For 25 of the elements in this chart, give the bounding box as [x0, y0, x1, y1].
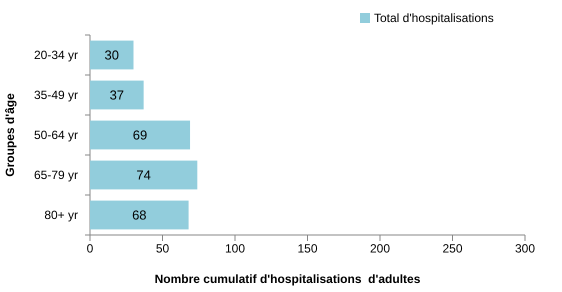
data-label: 30: [104, 48, 119, 63]
x-tick-label: 300: [514, 242, 536, 256]
x-tick-label: 50: [156, 242, 170, 256]
y-tick-label: 35-49 yr: [34, 88, 78, 102]
x-tick-label: 250: [442, 242, 463, 256]
x-tick-label: 0: [86, 242, 94, 256]
y-tick-label: 20-34 yr: [34, 48, 78, 62]
x-tick-label: 150: [297, 242, 318, 256]
x-tick-label: 100: [224, 242, 246, 256]
x-tick-label: 200: [370, 242, 390, 256]
data-label: 74: [136, 168, 151, 183]
y-tick-label: 50-64 yr: [34, 128, 78, 142]
bar: [90, 80, 144, 110]
data-label: 68: [132, 208, 147, 223]
bar: [90, 160, 198, 190]
y-tick-label: 80+ yr: [44, 208, 78, 222]
bar: [90, 40, 134, 70]
y-tick-label: 65-79 yr: [34, 168, 78, 182]
data-label: 37: [110, 88, 124, 103]
x-axis-title: Nombre cumulatif d'hospitalisations d'adultes: [154, 272, 421, 286]
data-label: 69: [132, 128, 148, 143]
bar: [90, 200, 189, 230]
bar: [90, 120, 190, 150]
y-axis-title: Groupes d'âge: [3, 92, 17, 177]
legend-label: Total d'hospitalisations: [374, 11, 494, 26]
